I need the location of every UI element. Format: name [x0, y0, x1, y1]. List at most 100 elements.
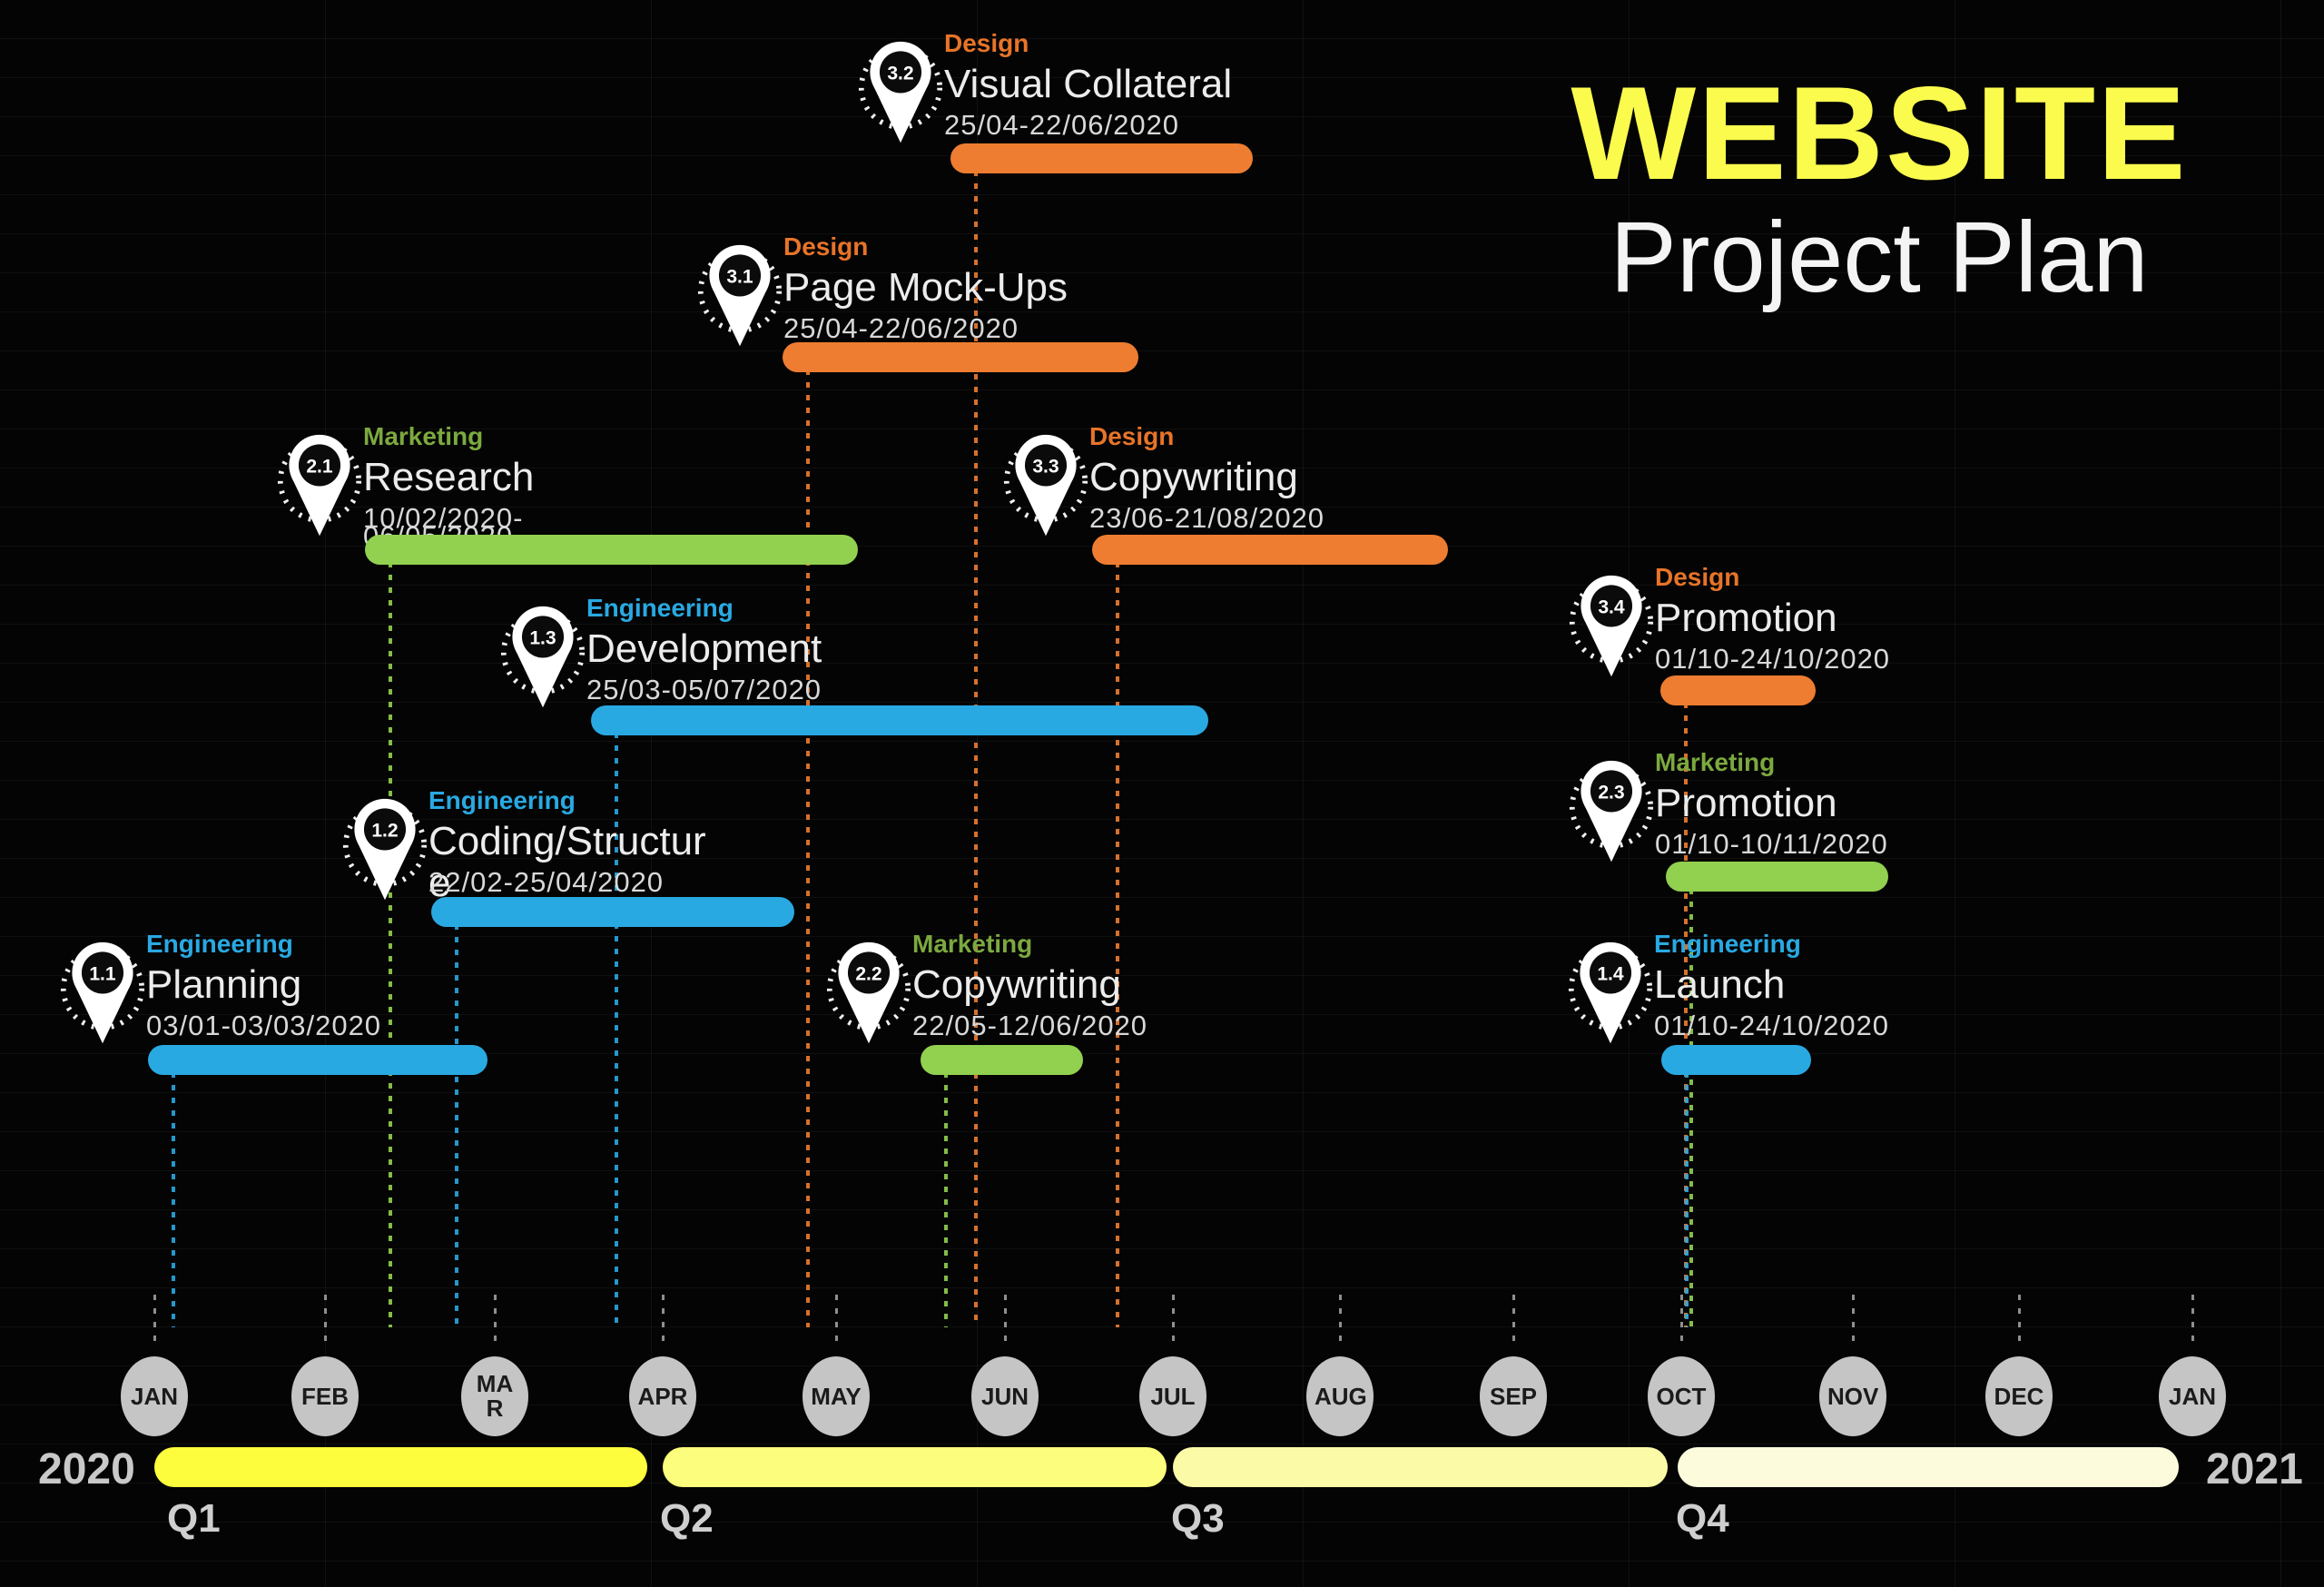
milestone-pin-icon-1.3: 1.3 [499, 602, 586, 714]
map-pin-icon: 1.3 [500, 606, 586, 708]
month-label-9-OCT: OCT [1648, 1356, 1715, 1436]
svg-text:1.1: 1.1 [89, 964, 116, 985]
task-dates-3.4: 01/10-24/10/2020 [1655, 643, 1891, 675]
month-tick-JUN [1004, 1295, 1007, 1349]
map-pin-icon: 3.4 [1569, 575, 1654, 677]
task-dates-1.4: 01/10-24/10/2020 [1654, 1010, 1890, 1041]
month-label-2-MAR: MA R [461, 1356, 528, 1436]
year-2021-label: 2021 [2206, 1445, 2303, 1493]
month-label-10-NOV: NOV [1819, 1356, 1886, 1436]
task-category-2.2: Marketing [912, 930, 1033, 958]
month-label-text: AUG [1315, 1382, 1367, 1410]
map-pin-icon: 2.3 [1569, 760, 1654, 862]
leader-line-1.4 [1685, 1072, 1689, 1327]
milestone-pin-icon-3.3: 3.3 [1002, 430, 1089, 542]
task-title-3.2: Visual Collateral [944, 62, 1233, 106]
month-label-text: JUL [1150, 1382, 1196, 1410]
svg-text:3.4: 3.4 [1598, 597, 1625, 618]
task-bar-1.1 [148, 1045, 487, 1075]
leader-line-3.1 [806, 370, 810, 1327]
task-dates-1.2: 22/02-25/04/2020 [428, 866, 665, 898]
month-label-6-JUL: JUL [1139, 1356, 1206, 1436]
month-tick-DEC [2018, 1295, 2021, 1349]
task-category-1.3: Engineering [586, 594, 734, 622]
year-2020-label: 2020 [38, 1445, 135, 1493]
task-title-2.3: Promotion [1655, 781, 1837, 825]
task-dates-3.1: 25/04-22/06/2020 [783, 312, 1019, 344]
month-tick-MAY [835, 1295, 838, 1349]
milestone-pin-icon-3.1: 3.1 [696, 241, 783, 352]
svg-text:2.3: 2.3 [1598, 783, 1624, 803]
milestone-pin-icon-1.4: 1.4 [1567, 938, 1654, 1050]
month-label-text: NOV [1827, 1382, 1879, 1410]
leader-line-1.1 [172, 1072, 175, 1327]
svg-text:1.3: 1.3 [529, 628, 556, 649]
task-category-1.1: Engineering [146, 930, 293, 958]
map-pin-icon: 1.4 [1568, 941, 1653, 1044]
month-tick-JAN [2191, 1295, 2194, 1349]
month-tick-JUL [1172, 1295, 1175, 1349]
map-pin-icon: 2.2 [826, 941, 911, 1044]
task-title-1.4: Launch [1654, 962, 1786, 1007]
month-label-text: MAY [811, 1382, 862, 1410]
task-category-3.1: Design [783, 232, 869, 261]
milestone-pin-icon-3.4: 3.4 [1568, 571, 1655, 683]
month-label-text: FEB [301, 1382, 349, 1410]
milestone-pin-icon-3.2: 3.2 [857, 37, 944, 149]
task-bar-3.2 [950, 143, 1253, 173]
milestone-pin-icon-2.2: 2.2 [825, 938, 912, 1050]
svg-text:2.2: 2.2 [855, 964, 881, 985]
task-bar-1.3 [591, 705, 1208, 735]
leader-line-2.3 [1689, 889, 1693, 1327]
task-title-1.2: Coding/Structur [428, 819, 706, 863]
milestone-pin-icon-2.1: 2.1 [276, 430, 363, 542]
milestone-pin-icon-2.3: 2.3 [1568, 756, 1655, 868]
task-bar-3.3 [1092, 535, 1448, 565]
task-title-3.1: Page Mock-Ups [783, 265, 1068, 310]
month-label-12-JAN: JAN [2159, 1356, 2226, 1436]
task-dates-1.1: 03/01-03/03/2020 [146, 1010, 382, 1041]
leader-line-3.2 [974, 171, 978, 1327]
month-label-0-JAN: JAN [121, 1356, 188, 1436]
map-pin-icon: 3.1 [697, 244, 783, 347]
task-dates-3.2: 25/04-22/06/2020 [944, 109, 1180, 141]
month-label-4-MAY: MAY [803, 1356, 870, 1436]
task-title-1.3: Development [586, 626, 822, 671]
quarter-label-Q4: Q4 [1676, 1496, 1729, 1541]
month-label-text: OCT [1656, 1382, 1707, 1410]
leader-line-1.3 [615, 733, 618, 1327]
quarter-label-Q2: Q2 [660, 1496, 714, 1541]
month-tick-SEP [1512, 1295, 1515, 1349]
task-title-2.1: Research [363, 455, 535, 499]
svg-text:3.1: 3.1 [726, 267, 753, 288]
leader-line-3.3 [1116, 562, 1119, 1327]
task-bar-2.2 [921, 1045, 1083, 1075]
map-pin-icon: 3.3 [1003, 434, 1088, 537]
month-tick-NOV [1852, 1295, 1855, 1349]
quarter-bar-Q2 [663, 1447, 1167, 1487]
task-category-1.2: Engineering [428, 786, 576, 814]
map-pin-icon: 1.1 [60, 941, 145, 1044]
task-bar-2.1 [365, 535, 858, 565]
month-label-7-AUG: AUG [1306, 1356, 1374, 1436]
milestone-pin-icon-1.2: 1.2 [341, 794, 428, 906]
task-dates-1.3: 25/03-05/07/2020 [586, 674, 822, 705]
task-category-3.3: Design [1089, 422, 1175, 450]
month-label-text: APR [637, 1382, 688, 1410]
month-label-text: MA R [476, 1370, 514, 1422]
task-title-3.3: Copywriting [1089, 455, 1298, 499]
task-dates-3.3: 23/06-21/08/2020 [1089, 502, 1325, 534]
month-label-text: SEP [1489, 1382, 1538, 1410]
task-category-3.2: Design [944, 29, 1029, 57]
svg-text:2.1: 2.1 [306, 457, 333, 478]
task-title-1.1: Planning [146, 962, 302, 1007]
month-tick-MAR [494, 1295, 497, 1349]
month-label-8-SEP: SEP [1480, 1356, 1547, 1436]
task-title-2.2: Copywriting [912, 962, 1121, 1007]
task-bar-3.1 [783, 342, 1138, 372]
quarter-label-Q1: Q1 [167, 1496, 221, 1541]
task-category-2.3: Marketing [1655, 748, 1776, 776]
month-tick-JAN [153, 1295, 156, 1349]
month-label-text: JUN [980, 1382, 1029, 1410]
